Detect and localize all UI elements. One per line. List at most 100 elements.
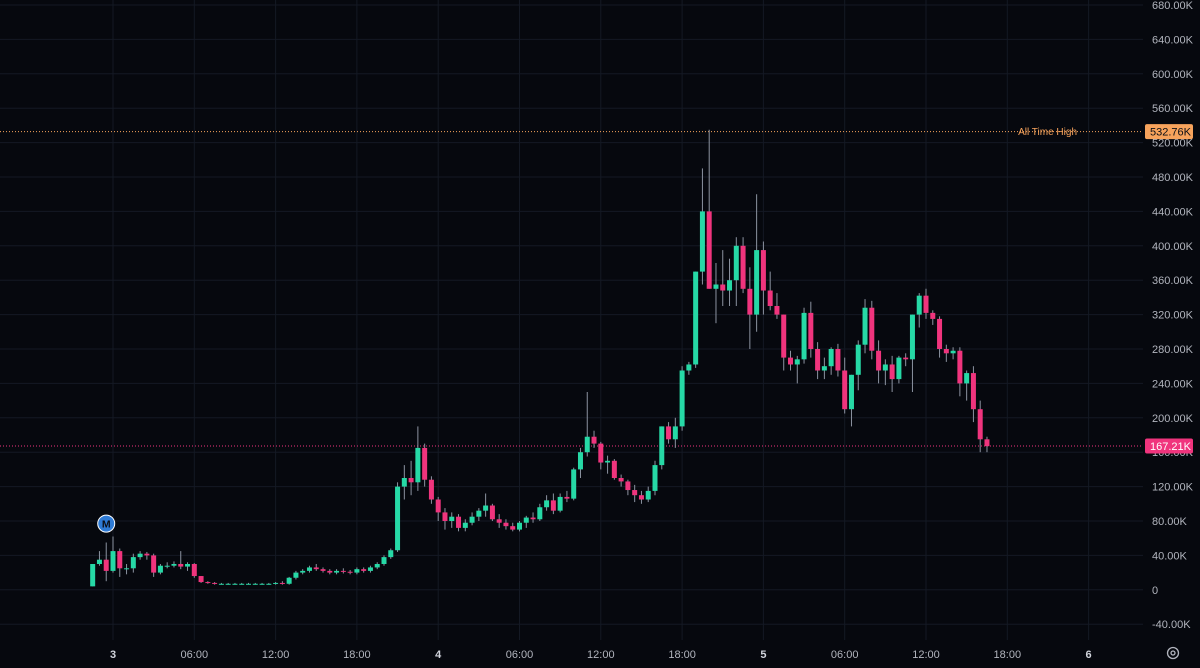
x-tick-label: 12:00 — [912, 649, 940, 661]
candle-body — [557, 496, 563, 511]
candle-body — [984, 439, 990, 447]
candle-body — [374, 564, 380, 568]
price-tags: 532.76K 167.21K — [1145, 124, 1193, 454]
candle-body — [381, 557, 387, 564]
candle-body — [313, 567, 319, 570]
event-marker-badge[interactable] — [97, 514, 116, 533]
y-tick-label: 640.00K — [1152, 34, 1194, 46]
candle-body — [530, 517, 536, 520]
candle-body — [957, 350, 963, 384]
y-tick-label: 80.00K — [1152, 516, 1188, 528]
y-tick-label: 200.00K — [1152, 413, 1194, 425]
candle-body — [571, 469, 577, 499]
candle-body — [306, 567, 312, 571]
candle-body — [672, 426, 678, 440]
x-tick-label: 5 — [760, 649, 766, 661]
y-axis: 680.00K 640.00K 600.00K 560.00K 520.00K 480.0… — [1152, 0, 1194, 631]
current-price-tag — [1145, 438, 1193, 454]
candle-body — [239, 583, 245, 585]
candle-body — [605, 460, 611, 463]
candle-body — [300, 570, 306, 573]
candle-body — [171, 564, 177, 566]
candle-body — [882, 364, 888, 371]
event-marker[interactable]: M — [97, 514, 116, 533]
candle-body — [686, 364, 692, 371]
ath-price-tag-text: 532.76K — [1150, 127, 1192, 139]
candle-body — [842, 370, 848, 410]
candle-body — [869, 307, 875, 351]
candle-body — [246, 583, 251, 585]
candle-body — [388, 550, 394, 558]
candle-body — [747, 288, 753, 315]
candle-body — [794, 359, 800, 365]
y-tick-label: -40.00K — [1152, 619, 1191, 631]
candle-body — [625, 481, 631, 491]
candle-body — [178, 564, 184, 567]
grid-lines — [0, 0, 1143, 640]
candle-body — [713, 284, 719, 289]
candle-body — [889, 364, 895, 380]
x-tick-label: 6 — [1086, 649, 1092, 661]
candle-body — [273, 582, 279, 584]
candle-body — [90, 564, 96, 587]
x-tick-label: 3 — [110, 649, 116, 661]
candle-body — [124, 568, 130, 570]
x-tick-label: 18:00 — [343, 649, 371, 661]
candle-body — [916, 295, 922, 315]
candle-body — [130, 557, 136, 569]
candle-body — [293, 572, 299, 578]
ath-price-tag — [1145, 124, 1193, 140]
candle-body — [266, 583, 272, 585]
current-price-tag-text: 167.21K — [1150, 441, 1192, 453]
x-tick-label: 06:00 — [506, 649, 534, 661]
candle-body — [496, 519, 502, 523]
x-tick-label: 06:00 — [181, 649, 209, 661]
candle-body — [577, 452, 583, 470]
candle-body — [252, 583, 258, 585]
candle-body — [611, 460, 617, 478]
candle-body — [699, 211, 705, 272]
candle-body — [733, 245, 739, 281]
candle-body — [774, 306, 780, 315]
candle-body — [767, 290, 773, 306]
candle-body — [848, 374, 854, 410]
y-tick-label: 440.00K — [1152, 206, 1194, 218]
all-time-high-label: All Time High — [1018, 127, 1077, 138]
candle-body — [876, 350, 882, 371]
candle-body — [110, 551, 116, 571]
x-axis: 3 06:00 12:00 18:00 4 06:00 12:00 18:00 5 06:00 12… — [110, 649, 1092, 661]
candle-body — [205, 582, 211, 584]
candle-body — [218, 583, 224, 585]
candle-body — [808, 312, 814, 349]
candles — [90, 129, 990, 587]
candle-body — [862, 307, 868, 345]
candle-body — [279, 582, 285, 584]
candle-body — [693, 271, 699, 365]
x-tick-label: 12:00 — [587, 649, 615, 661]
candle-body — [259, 583, 265, 585]
candle-body — [469, 516, 475, 523]
candle-body — [591, 436, 597, 444]
candle-body — [225, 583, 231, 585]
candle-body — [720, 284, 726, 291]
candle-body — [96, 559, 102, 564]
candle-body — [422, 447, 428, 480]
candle-body — [598, 443, 604, 463]
candle-body — [652, 465, 658, 491]
candle-body — [550, 500, 556, 511]
gear-icon[interactable] — [1166, 646, 1180, 660]
candle-body — [740, 245, 746, 289]
candle-body — [679, 370, 685, 427]
x-tick-label: 4 — [435, 649, 442, 661]
candle-body — [354, 569, 360, 573]
candle-body — [347, 571, 353, 573]
candle-body — [510, 526, 516, 530]
candle-body — [442, 512, 448, 521]
candle-body — [191, 564, 197, 577]
candle-body — [909, 314, 915, 360]
y-tick-label: 400.00K — [1152, 241, 1194, 253]
candle-body — [340, 570, 346, 572]
candle-body — [706, 211, 712, 289]
